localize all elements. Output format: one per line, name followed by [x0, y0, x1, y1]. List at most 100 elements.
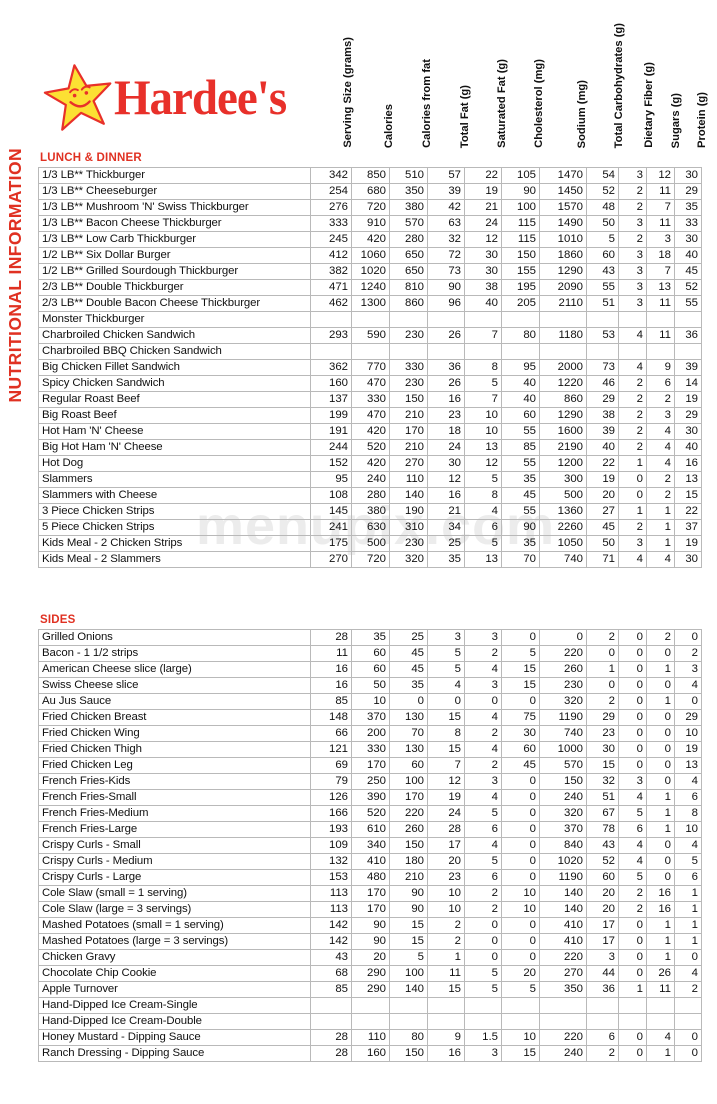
table-row: Big Hot Ham 'N' Cheese 244 520 210 24 13 85 219…: [38, 439, 702, 456]
item-name-cell: Regular Roast Beef: [38, 391, 311, 408]
value-cell: 2: [586, 693, 619, 710]
value-cell: 0: [618, 933, 647, 950]
value-cell: 113: [310, 901, 352, 918]
value-cell: [310, 311, 352, 328]
table-row: Big Chicken Fillet Sandwich 362 770 330 36 8 9…: [38, 359, 702, 376]
value-cell: [674, 1013, 702, 1030]
value-cell: 650: [389, 247, 428, 264]
value-cell: 410: [539, 933, 587, 950]
value-cell: 1300: [351, 295, 390, 312]
value-cell: 680: [351, 183, 390, 200]
value-cell: 0: [501, 917, 540, 934]
value-cell: 5: [464, 965, 502, 982]
table-body-lunch-dinner: 1/3 LB** Thickburger 342 850 510 57 22 105 1470…: [38, 167, 702, 568]
value-cell: 850: [351, 167, 390, 184]
value-cell: 2: [646, 487, 675, 504]
value-cell: 240: [539, 789, 587, 806]
value-cell: 410: [351, 853, 390, 870]
value-cell: 1200: [539, 455, 587, 472]
value-cell: 15: [389, 917, 428, 934]
value-cell: 470: [351, 375, 390, 392]
value-cell: [586, 311, 619, 328]
value-cell: 6: [674, 869, 702, 886]
value-cell: 37: [674, 519, 702, 536]
value-cell: 3: [618, 247, 647, 264]
value-cell: 0: [618, 693, 647, 710]
value-cell: 152: [310, 455, 352, 472]
value-cell: 0: [464, 917, 502, 934]
table-row: Grilled Onions 28 35 25 3 3 0 0 2 0 2 0: [38, 629, 702, 646]
item-name-cell: 1/2 LB** Six Dollar Burger: [38, 247, 311, 264]
value-cell: 1: [674, 885, 702, 902]
value-cell: 1: [646, 661, 675, 678]
value-cell: 5: [618, 805, 647, 822]
value-cell: 0: [464, 693, 502, 710]
value-cell: 3: [464, 629, 502, 646]
value-cell: 7: [646, 199, 675, 216]
value-cell: 2: [618, 391, 647, 408]
value-cell: 39: [427, 183, 465, 200]
value-cell: 20: [351, 949, 390, 966]
value-cell: 5: [501, 981, 540, 998]
item-name-cell: Grilled Onions: [38, 629, 311, 646]
value-cell: 55: [501, 455, 540, 472]
value-cell: 43: [310, 949, 352, 966]
value-cell: 170: [389, 423, 428, 440]
table-row: Fried Chicken Thigh 121 330 130 15 4 60 1000 30 0…: [38, 741, 702, 758]
value-cell: 16: [646, 901, 675, 918]
value-cell: 2: [618, 423, 647, 440]
value-cell: 520: [351, 439, 390, 456]
value-cell: 350: [389, 183, 428, 200]
value-cell: 0: [674, 1029, 702, 1046]
value-cell: 15: [501, 677, 540, 694]
value-cell: 310: [389, 519, 428, 536]
value-cell: 0: [646, 853, 675, 870]
value-cell: 1010: [539, 231, 587, 248]
value-cell: 6: [464, 869, 502, 886]
value-cell: 0: [501, 933, 540, 950]
value-cell: 8: [464, 359, 502, 376]
table-row: 1/3 LB** Mushroom 'N' Swiss Thickburger 2…: [38, 199, 702, 216]
value-cell: [674, 311, 702, 328]
value-cell: 195: [501, 279, 540, 296]
value-cell: 0: [646, 741, 675, 758]
value-cell: 2: [427, 917, 465, 934]
value-cell: 0: [501, 853, 540, 870]
value-cell: 145: [310, 503, 352, 520]
value-cell: 69: [310, 757, 352, 774]
value-cell: 28: [427, 821, 465, 838]
value-cell: 0: [674, 693, 702, 710]
item-name-cell: Mashed Potatoes (small = 1 serving): [38, 917, 311, 934]
value-cell: 1: [646, 693, 675, 710]
table-row: French Fries-Large 193 610 260 28 6 0 370 78 6 1 10: [38, 821, 702, 838]
item-name-cell: Hand-Dipped Ice Cream-Single: [38, 997, 311, 1014]
value-cell: 2: [618, 231, 647, 248]
value-cell: 570: [539, 757, 587, 774]
table-row: Monster Thickburger: [38, 311, 702, 328]
value-cell: 2: [427, 933, 465, 950]
value-cell: 193: [310, 821, 352, 838]
item-name-cell: French Fries-Medium: [38, 805, 311, 822]
value-cell: 10: [427, 885, 465, 902]
value-cell: 19: [674, 741, 702, 758]
value-cell: 11: [646, 981, 675, 998]
value-cell: [646, 997, 675, 1014]
value-cell: 10: [674, 821, 702, 838]
value-cell: 150: [539, 773, 587, 790]
item-name-cell: Spicy Chicken Sandwich: [38, 375, 311, 392]
value-cell: 63: [427, 215, 465, 232]
item-name-cell: 1/3 LB** Bacon Cheese Thickburger: [38, 215, 311, 232]
value-cell: 500: [351, 535, 390, 552]
value-cell: 16: [310, 677, 352, 694]
value-cell: 12: [646, 167, 675, 184]
value-cell: 1: [618, 455, 647, 472]
value-cell: 10: [427, 901, 465, 918]
item-name-cell: Chocolate Chip Cookie: [38, 965, 311, 982]
table-row: Cole Slaw (large = 3 servings) 113 170 90 10…: [38, 901, 702, 918]
value-cell: 0: [501, 869, 540, 886]
value-cell: 45: [501, 757, 540, 774]
value-cell: 410: [539, 917, 587, 934]
item-name-cell: 1/3 LB** Mushroom 'N' Swiss Thickburger: [38, 199, 311, 216]
table-row: French Fries-Kids 79 250 100 12 3 0 150 32 3 0 4: [38, 773, 702, 790]
value-cell: 0: [674, 1045, 702, 1062]
